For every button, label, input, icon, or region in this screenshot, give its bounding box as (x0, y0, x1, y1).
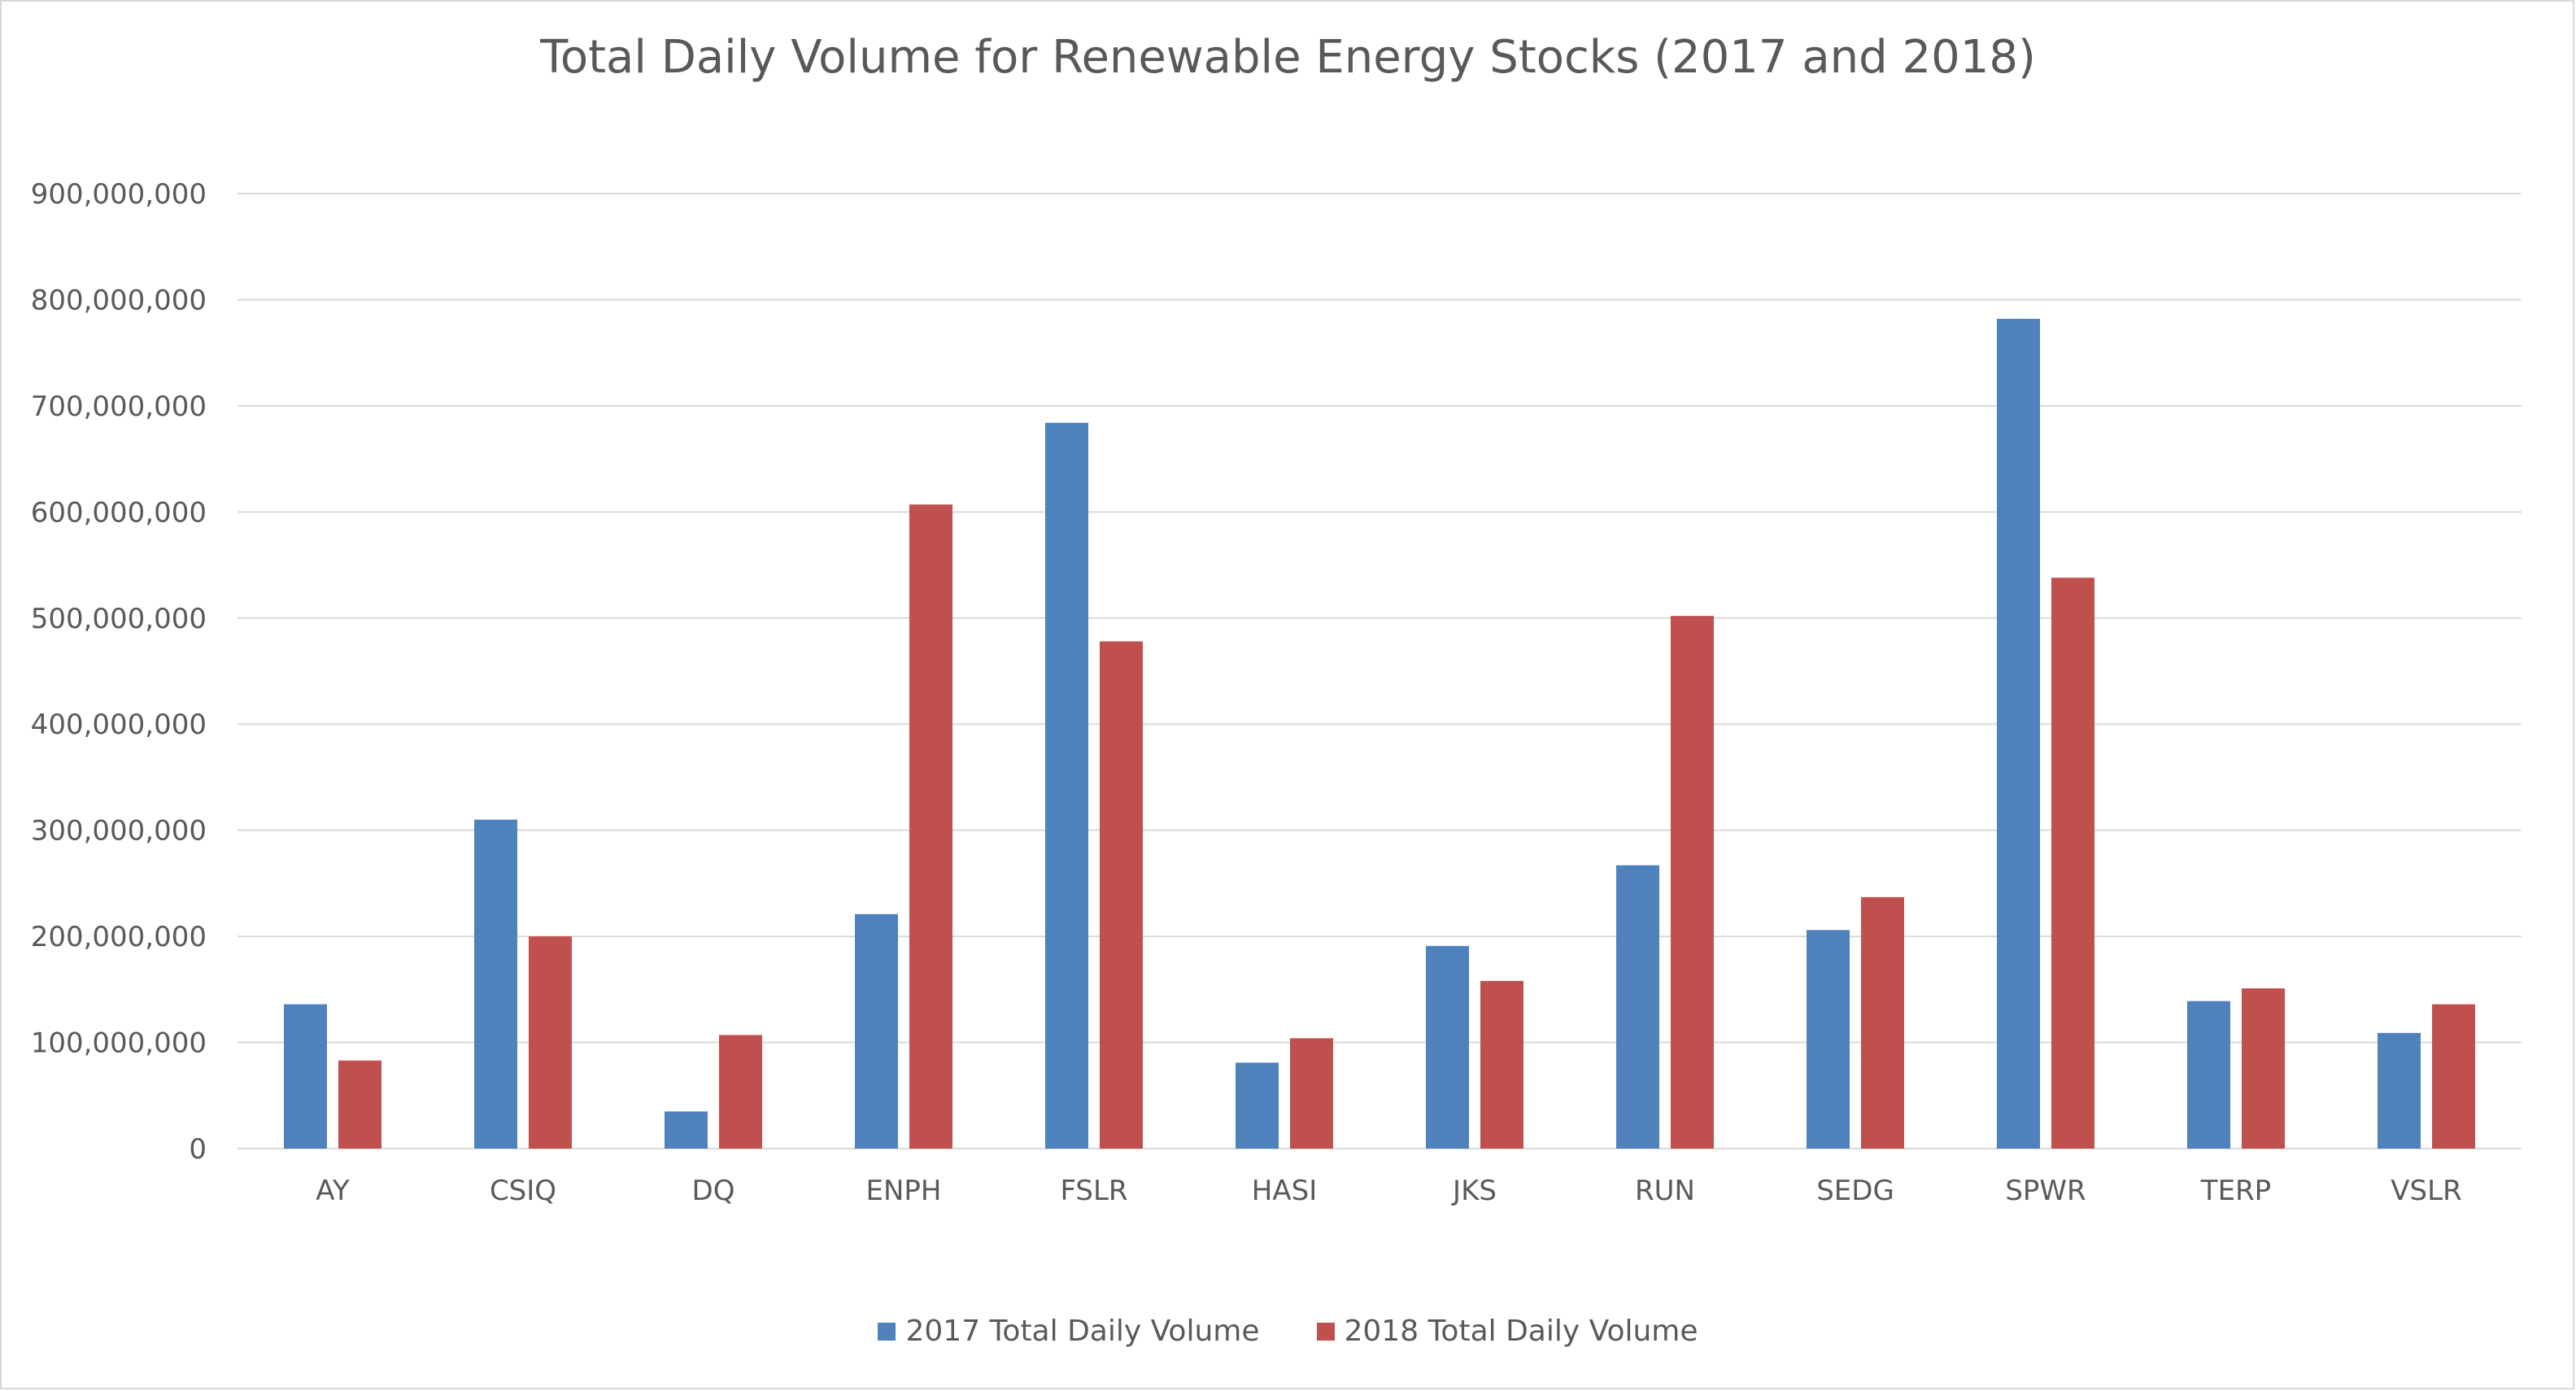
bar-csiq-2018 (529, 936, 572, 1149)
x-tick-label: VSLR (2391, 1175, 2461, 1207)
bar-vslr-2018 (2432, 1004, 2475, 1149)
bar-ay-2017 (284, 1004, 327, 1149)
x-tick-label: DQ (692, 1175, 735, 1207)
y-tick-label: 700,000,000 (31, 390, 207, 423)
x-tick-label: ENPH (866, 1175, 942, 1207)
legend-swatch-2017 (878, 1322, 896, 1341)
legend-item-2018: 2018 Total Daily Volume (1316, 1315, 1698, 1348)
chart-title: Total Daily Volume for Renewable Energy … (540, 31, 2036, 84)
y-tick-label: 600,000,000 (31, 496, 207, 529)
x-tick-label: HASI (1252, 1175, 1317, 1207)
x-tick-label: RUN (1635, 1175, 1695, 1207)
bar-hasi-2017 (1236, 1062, 1279, 1149)
x-tick-label: SPWR (2005, 1175, 2086, 1207)
x-tick-label: TERP (2200, 1175, 2271, 1207)
bar-enph-2018 (909, 504, 952, 1149)
y-tick-label: 900,000,000 (31, 178, 207, 211)
bar-jks-2017 (1426, 945, 1469, 1149)
bar-sedg-2018 (1861, 896, 1904, 1149)
bar-terp-2018 (2242, 988, 2285, 1149)
y-tick-label: 300,000,000 (31, 815, 207, 848)
bar-spwr-2017 (1997, 318, 2040, 1149)
y-tick-label: 500,000,000 (31, 603, 207, 635)
legend-label-2018: 2018 Total Daily Volume (1344, 1315, 1698, 1348)
bar-sedg-2017 (1807, 930, 1850, 1149)
bar-dq-2018 (719, 1035, 762, 1149)
bar-ay-2018 (338, 1060, 381, 1149)
bar-csiq-2017 (474, 819, 517, 1149)
bar-enph-2017 (855, 914, 898, 1149)
x-tick-label: CSIQ (490, 1175, 556, 1207)
bar-fslr-2017 (1045, 422, 1088, 1149)
bar-spwr-2018 (2051, 578, 2094, 1149)
y-tick-label: 400,000,000 (31, 709, 207, 741)
x-tick-label: FSLR (1060, 1175, 1127, 1207)
legend-swatch-2018 (1316, 1322, 1335, 1341)
legend-item-2017: 2017 Total Daily Volume (878, 1315, 1260, 1348)
bar-jks-2018 (1480, 980, 1523, 1149)
x-tick-label: JKS (1451, 1175, 1497, 1207)
bar-vslr-2017 (2378, 1032, 2421, 1149)
y-tick-label: 0 (189, 1133, 207, 1166)
y-tick-label: 800,000,000 (31, 284, 207, 316)
bar-hasi-2018 (1290, 1038, 1333, 1149)
bar-fslr-2018 (1100, 641, 1143, 1149)
y-tick-label: 200,000,000 (31, 921, 207, 953)
legend-label-2017: 2017 Total Daily Volume (905, 1315, 1260, 1348)
x-tick-label: SEDG (1816, 1175, 1894, 1207)
bar-terp-2017 (2187, 1001, 2230, 1149)
x-tick-label: AY (316, 1175, 350, 1207)
bar-dq-2017 (665, 1111, 708, 1149)
bar-run-2018 (1671, 616, 1714, 1149)
bar-run-2017 (1616, 865, 1659, 1149)
chart-legend: 2017 Total Daily Volume 2018 Total Daily… (0, 1315, 2576, 1348)
y-tick-label: 100,000,000 (31, 1027, 207, 1060)
